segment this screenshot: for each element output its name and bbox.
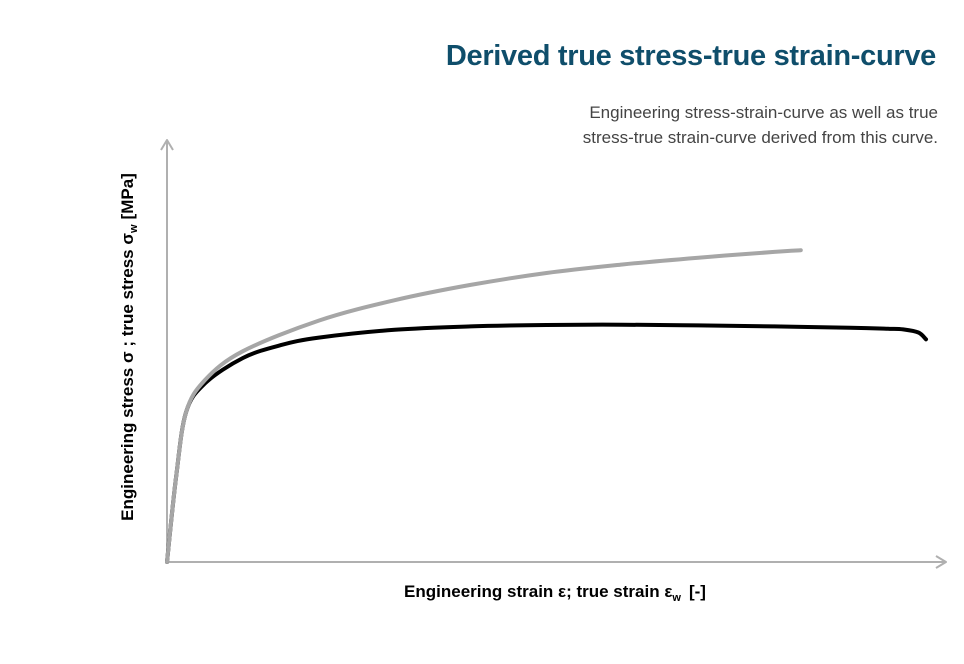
subtitle-line-1: Engineering stress-strain-curve as well … xyxy=(589,103,938,122)
axes xyxy=(160,139,947,569)
subtitle-line-2: stress-true strain-curve derived from th… xyxy=(582,128,938,147)
x-axis-label-main: Engineering strain ε; true strain ε xyxy=(404,582,672,601)
y-axis-label-main: Engineering stress σ ; true stress σ xyxy=(118,233,137,521)
y-axis-label-unit: [MPa] xyxy=(118,173,137,219)
y-axis-arrow-icon xyxy=(160,139,174,151)
x-axis-label: Engineering strain ε; true strain εw [-] xyxy=(404,582,706,604)
y-axis-label: Engineering stress σ ; true stress σw [MP… xyxy=(118,173,140,521)
x-axis-label-unit: [-] xyxy=(689,582,706,601)
chart-subtitle: Engineering stress-strain-curve as well … xyxy=(583,100,938,150)
series-group xyxy=(165,248,928,564)
x-axis-arrow-icon xyxy=(935,555,947,569)
series-line-true xyxy=(165,248,803,564)
series-line-engineering xyxy=(165,322,928,564)
x-axis-label-subscript: w xyxy=(671,592,681,604)
chart-title: Derived true stress-true strain-curve xyxy=(445,40,936,72)
y-axis-label-subscript: w xyxy=(128,224,140,234)
